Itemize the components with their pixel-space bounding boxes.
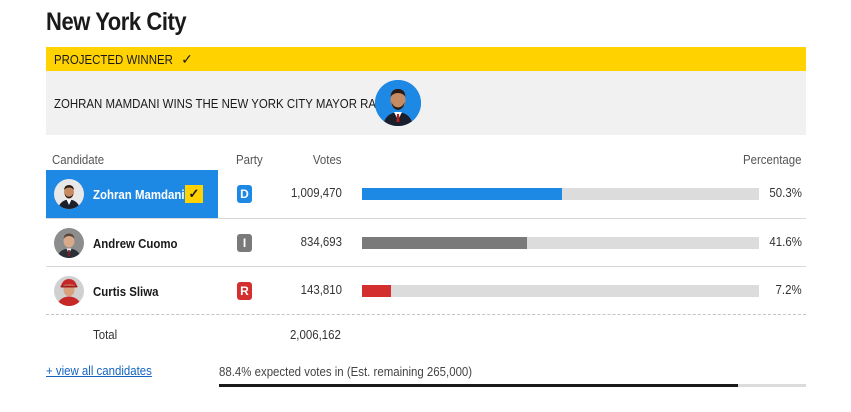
column-header-percentage: Percentage	[742, 152, 801, 167]
vote-share-fill	[362, 188, 562, 200]
view-all-candidates-link[interactable]: + view all candidates	[46, 363, 152, 378]
row-divider	[46, 266, 806, 267]
total-divider	[46, 314, 806, 315]
vote-percentage: 7.2%	[775, 282, 802, 297]
expected-votes-bar	[219, 384, 806, 387]
candidate-avatar	[54, 276, 84, 306]
total-label: Total	[93, 327, 118, 342]
candidate-name: Andrew Cuomo	[93, 235, 178, 251]
vote-share-bar	[362, 285, 759, 297]
vote-count: 143,810	[300, 282, 342, 297]
vote-share-fill	[362, 285, 391, 297]
vote-percentage: 50.3%	[769, 185, 802, 200]
column-header-votes: Votes	[313, 152, 342, 167]
projected-winner-label: PROJECTED WINNER	[54, 51, 173, 67]
candidate-name: Curtis Sliwa	[93, 283, 159, 299]
check-icon: ✓	[181, 50, 193, 67]
winner-headline-box: ZOHRAN MAMDANI WINS THE NEW YORK CITY MA…	[46, 71, 806, 135]
party-badge: I	[237, 234, 252, 252]
column-header-candidate: Candidate	[52, 152, 105, 167]
total-votes: 2,006,162	[290, 327, 341, 342]
page-title: New York City	[46, 8, 187, 36]
vote-share-bar	[362, 188, 759, 200]
vote-share-bar	[362, 237, 759, 249]
vote-percentage: 41.6%	[769, 234, 802, 249]
expected-votes-fill	[219, 384, 738, 387]
vote-share-fill	[362, 237, 528, 249]
winner-headline: ZOHRAN MAMDANI WINS THE NEW YORK CITY MA…	[54, 95, 392, 111]
winner-avatar	[375, 80, 421, 126]
candidate-name: Zohran Mamdani	[93, 186, 185, 202]
expected-votes-text: 88.4% expected votes in (Est. remaining …	[219, 364, 473, 379]
table-row: Andrew Cuomo I 834,693 41.6%	[46, 219, 806, 267]
table-row: Curtis Sliwa R 143,810 7.2%	[46, 267, 806, 315]
party-badge: D	[237, 185, 252, 203]
candidate-cell[interactable]: Curtis Sliwa	[46, 267, 218, 315]
candidate-cell[interactable]: Andrew Cuomo	[46, 219, 218, 267]
vote-count: 1,009,470	[291, 185, 342, 200]
column-header-party: Party	[236, 152, 263, 167]
projected-winner-banner: PROJECTED WINNER ✓	[46, 47, 806, 71]
candidate-avatar	[54, 228, 84, 258]
candidate-avatar	[54, 179, 84, 209]
candidate-cell[interactable]: Zohran Mamdani ✓	[46, 170, 218, 218]
row-divider	[46, 218, 806, 219]
winner-check-icon: ✓	[185, 185, 203, 203]
table-row: Zohran Mamdani ✓ D 1,009,470 50.3%	[46, 170, 806, 218]
party-badge: R	[237, 282, 252, 300]
vote-count: 834,693	[300, 234, 342, 249]
